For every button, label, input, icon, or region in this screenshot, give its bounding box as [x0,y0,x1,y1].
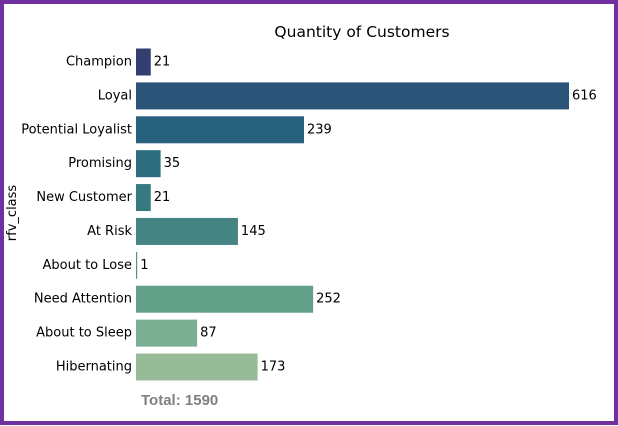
value-label-potential-loyalist: 239 [307,122,332,137]
value-label-about-to-sleep: 87 [200,326,217,341]
bar-new-customer [136,184,151,212]
bar-about-to-lose [136,251,138,279]
category-labels: Champion Loyal Potential Loyalist Promising… [21,55,132,375]
bar-promising [136,150,161,178]
bar-potential-loyalist [136,116,304,144]
category-label-need-attention: Need Attention [34,292,132,307]
category-label-promising: Promising [68,156,132,171]
total-label: Total: 1590 [141,392,218,409]
category-label-new-customer: New Customer [36,190,132,205]
value-label-loyal: 616 [572,88,597,103]
value-label-need-attention: 252 [316,292,341,307]
category-label-potential-loyalist: Potential Loyalist [21,122,132,137]
bar-chart: Quantity of Customers rfv_class Champion… [5,23,597,409]
bar-loyal [136,82,569,110]
category-label-hibernating: Hibernating [56,360,132,375]
category-label-about-to-sleep: About to Sleep [36,326,132,341]
bar-champion [136,48,151,76]
category-label-loyal: Loyal [98,88,132,103]
y-axis-title: rfv_class [5,185,20,242]
chart-title: Quantity of Customers [274,23,449,41]
value-label-new-customer: 21 [154,190,171,205]
category-label-about-to-lose: About to Lose [43,258,133,273]
bars-group [136,48,569,381]
value-label-hibernating: 173 [261,360,286,375]
bar-at-risk [136,217,238,245]
value-labels: 21 616 239 35 21 145 1 252 87 173 [140,55,597,375]
category-label-at-risk: At Risk [87,224,132,239]
bar-need-attention [136,285,314,313]
value-label-at-risk: 145 [241,224,266,239]
category-label-champion: Champion [66,55,132,70]
bar-about-to-sleep [136,319,198,347]
bar-hibernating [136,353,258,381]
value-label-about-to-lose: 1 [140,258,148,273]
value-label-promising: 35 [164,156,181,171]
value-label-champion: 21 [154,55,171,70]
